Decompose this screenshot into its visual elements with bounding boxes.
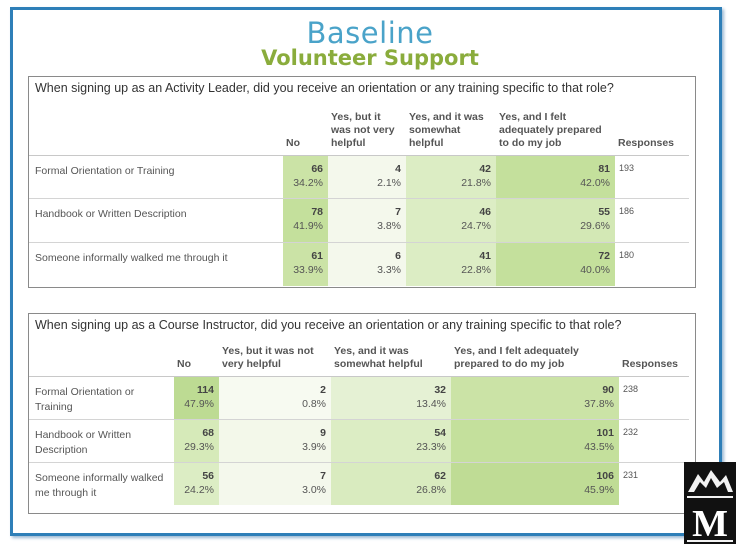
mountain-logo-icon: M: [684, 462, 736, 545]
activity-leader-panel: When signing up as an Activity Leader, d…: [28, 76, 696, 288]
responses-cell: 186: [615, 197, 689, 242]
data-cell: 7 3.0%: [219, 461, 331, 505]
data-cell: 101 43.5%: [451, 418, 619, 462]
table-row: Handbook or Written Description 68 29.3% …: [29, 418, 689, 462]
data-cell: 66 34.2%: [283, 154, 328, 198]
data-cell: 78 41.9%: [283, 197, 328, 242]
data-cell: 6 3.3%: [328, 241, 406, 286]
data-cell: 7 3.8%: [328, 197, 406, 242]
row-label-header: [29, 336, 174, 377]
data-cell: 114 47.9%: [174, 375, 219, 419]
data-cell: 4 2.1%: [328, 154, 406, 198]
slide-title: Baseline: [306, 16, 434, 50]
activity-leader-question: When signing up as an Activity Leader, d…: [35, 81, 614, 95]
data-cell: 55 29.6%: [496, 197, 615, 242]
row-label-header: [29, 99, 283, 156]
table-row: Someone informally walked me through it …: [29, 241, 689, 286]
table-row: Handbook or Written Description 78 41.9% …: [29, 197, 689, 242]
table-row: Formal Orientation or Training 114 47.9% …: [29, 375, 689, 419]
row-label: Someone informally walked me through it: [29, 241, 283, 286]
table-row: Someone informally walked me through it …: [29, 461, 689, 505]
course-instructor-panel: When signing up as a Course Instructor, …: [28, 313, 696, 514]
table-row: Formal Orientation or Training 66 34.2% 4…: [29, 154, 689, 198]
responses-cell: 193: [615, 154, 689, 198]
row-label: Handbook or Written Description: [29, 197, 283, 242]
row-label: Handbook or Written Description: [29, 418, 174, 462]
data-cell: 2 0.8%: [219, 375, 331, 419]
row-label: Formal Orientation or Training: [29, 375, 174, 419]
course-instructor-question: When signing up as a Course Instructor, …: [35, 318, 622, 332]
col-header: Yes, and I felt adequately prepared to d…: [496, 99, 615, 156]
responses-cell: 231: [619, 461, 689, 505]
data-cell: 62 26.8%: [331, 461, 451, 505]
col-header: Yes, and I felt adequately prepared to d…: [451, 336, 619, 377]
col-header: No: [174, 336, 219, 377]
logo-letter: M: [692, 503, 728, 544]
data-cell: 56 24.2%: [174, 461, 219, 505]
data-cell: 32 13.4%: [331, 375, 451, 419]
slide-subtitle: Volunteer Support: [261, 46, 479, 70]
data-cell: 61 33.9%: [283, 241, 328, 286]
data-cell: 90 37.8%: [451, 375, 619, 419]
data-cell: 41 22.8%: [406, 241, 496, 286]
data-cell: 106 45.9%: [451, 461, 619, 505]
activity-leader-table: No Yes, but it was not very helpful Yes,…: [29, 99, 689, 286]
responses-cell: 238: [619, 375, 689, 419]
row-label: Someone informally walked me through it: [29, 461, 174, 505]
col-header: No: [283, 99, 328, 156]
col-header: Responses: [615, 99, 689, 156]
col-header: Yes, and it was somewhat helpful: [406, 99, 496, 156]
responses-cell: 232: [619, 418, 689, 462]
col-header: Yes, and it was somewhat helpful: [331, 336, 451, 377]
data-cell: 81 42.0%: [496, 154, 615, 198]
col-header: Yes, but it was not very helpful: [328, 99, 406, 156]
data-cell: 72 40.0%: [496, 241, 615, 286]
course-instructor-table: No Yes, but it was not very helpful Yes,…: [29, 336, 689, 505]
data-cell: 46 24.7%: [406, 197, 496, 242]
data-cell: 68 29.3%: [174, 418, 219, 462]
col-header: Responses: [619, 336, 689, 377]
row-label: Formal Orientation or Training: [29, 154, 283, 198]
data-cell: 42 21.8%: [406, 154, 496, 198]
data-cell: 54 23.3%: [331, 418, 451, 462]
col-header: Yes, but it was not very helpful: [219, 336, 331, 377]
responses-cell: 180: [615, 241, 689, 286]
data-cell: 9 3.9%: [219, 418, 331, 462]
